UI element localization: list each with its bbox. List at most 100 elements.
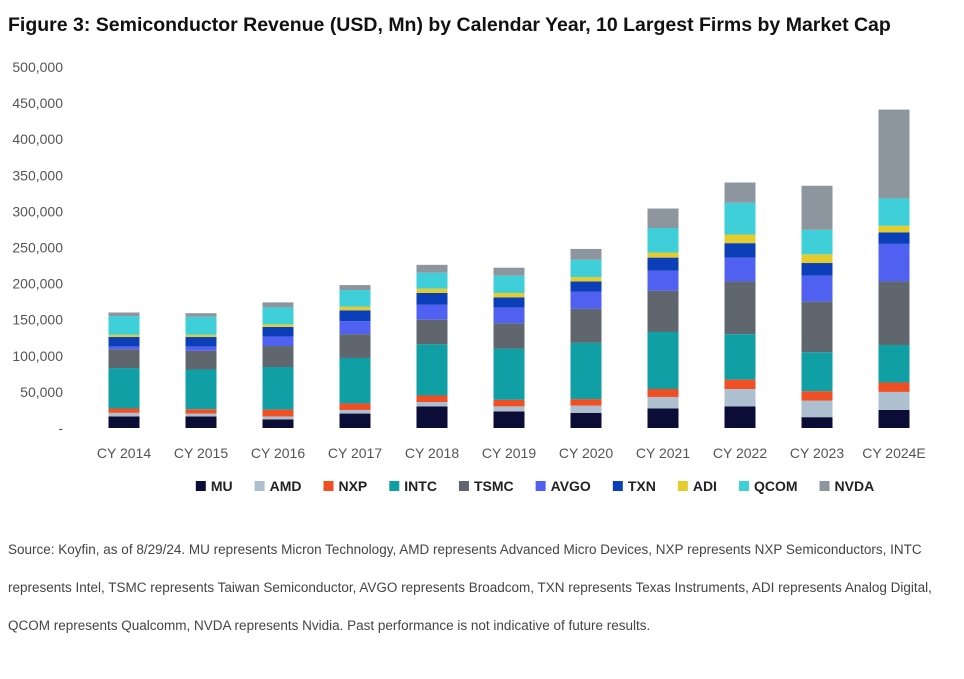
bar-segment-intc [570, 342, 602, 400]
bar-segment-mu [647, 408, 679, 428]
bar-segment-intc [493, 348, 525, 400]
bar-segment-tsmc [801, 301, 833, 353]
bar-segment-nxp [878, 382, 910, 392]
bar-segment-avgo [647, 270, 679, 291]
bar-segment-nvda [724, 182, 756, 203]
bar-segment-intc [416, 344, 448, 396]
x-tick-label: CY 2021 [636, 445, 690, 461]
x-tick-label: CY 2014 [97, 445, 151, 461]
bar-segment-nvda [493, 267, 525, 276]
legend-item-mu: MU [195, 478, 233, 494]
bar-segment-nvda [108, 312, 140, 317]
legend-item-amd: AMD [254, 478, 301, 494]
legend-label: TXN [628, 478, 656, 494]
bar-segment-amd [262, 416, 294, 420]
bar-segment-mu [878, 409, 910, 428]
legend-label: NVDA [835, 478, 875, 494]
bar-segment-txn [185, 337, 217, 347]
bar-segment-adi [185, 334, 217, 338]
y-tick-label: 400,000 [12, 131, 63, 147]
y-tick-label: 50,000 [20, 384, 63, 400]
bar-segment-intc [339, 357, 371, 404]
bar-segment-avgo [493, 307, 525, 324]
bar-segment-nvda [416, 264, 448, 273]
bar-segment-mu [724, 406, 756, 428]
bar-segment-adi [801, 254, 833, 264]
bar-segment-nvda [878, 109, 910, 199]
bar-segment-adi [339, 306, 371, 311]
legend-item-tsmc: TSMC [458, 478, 514, 494]
y-tick-label: 150,000 [12, 312, 63, 328]
bar-segment-nvda [262, 302, 294, 308]
y-tick-label: 250,000 [12, 240, 63, 256]
bar-segment-intc [801, 352, 833, 392]
source-note: Source: Koyfin, as of 8/29/24. MU repres… [8, 542, 932, 633]
legend-swatch [195, 481, 206, 491]
bar-segment-avgo [724, 257, 756, 282]
bar-segment-mu [416, 406, 448, 428]
legend-item-avgo: AVGO [535, 478, 591, 494]
bar-segment-adi [262, 324, 294, 327]
bar-segment-txn [108, 337, 140, 347]
x-tick-label: CY 2022 [713, 445, 767, 461]
x-tick-label: CY 2019 [482, 445, 536, 461]
x-tick-label: CY 2020 [559, 445, 613, 461]
bar-segment-qcom [878, 198, 910, 226]
y-tick-label: 450,000 [12, 95, 63, 111]
legend-label: NXP [338, 478, 367, 494]
bar-segment-nxp [262, 409, 294, 417]
bar-segment-amd [416, 402, 448, 407]
bar-segment-tsmc [185, 350, 217, 370]
legend-label: MU [211, 478, 233, 494]
bar-segment-txn [416, 292, 448, 305]
x-tick-label: CY 2016 [251, 445, 305, 461]
bar-segment-intc [185, 369, 217, 410]
bar-segment-qcom [339, 290, 371, 307]
bar-segment-txn [493, 297, 525, 308]
legend-item-intc: INTC [389, 478, 437, 494]
bar-segment-qcom [570, 259, 602, 278]
legend-label: TSMC [474, 478, 514, 494]
bar-segment-intc [724, 334, 756, 380]
bar-segment-intc [878, 344, 910, 383]
bar-segment-nxp [185, 409, 217, 414]
bar-segment-avgo [262, 336, 294, 347]
bar-segment-amd [570, 405, 602, 413]
legend-swatch [458, 481, 469, 491]
bar-segment-adi [416, 288, 448, 293]
y-tick-label: 350,000 [12, 167, 63, 183]
bar-segment-avgo [185, 346, 217, 351]
bar-segment-mu [185, 416, 217, 428]
y-tick-label: 200,000 [12, 276, 63, 292]
bar-segment-qcom [724, 202, 756, 235]
bar-segment-avgo [570, 291, 602, 309]
bar-segment-adi [878, 225, 910, 233]
bar-segment-adi [570, 277, 602, 282]
bar-segment-tsmc [724, 281, 756, 335]
bar-segment-nxp [108, 408, 140, 413]
x-axis: CY 2014 CY 2015 CY 2016 CY 2017 CY 2018 CY 20… [97, 445, 926, 461]
bar-segment-tsmc [493, 323, 525, 349]
bar-segment-nxp [647, 389, 679, 397]
bar-segment-mu [570, 412, 602, 428]
x-tick-label: CY 2024E [862, 445, 926, 461]
bar-segment-intc [647, 331, 679, 390]
legend-swatch [819, 481, 830, 491]
bar-segment-amd [493, 406, 525, 412]
bar-segment-qcom [493, 275, 525, 293]
legend-swatch [254, 481, 265, 491]
y-tick-label: - [58, 420, 63, 436]
bar-segment-qcom [416, 272, 448, 289]
bar-segment-tsmc [416, 319, 448, 345]
bar-segment-qcom [801, 229, 833, 255]
bar-segment-avgo [801, 275, 833, 302]
bar-segment-tsmc [647, 290, 679, 332]
legend-swatch [535, 481, 546, 491]
bar-segment-amd [801, 400, 833, 418]
x-tick-label: CY 2023 [790, 445, 844, 461]
bar-segment-nxp [339, 403, 371, 410]
legend-item-qcom: QCOM [738, 478, 798, 494]
bar-segment-txn [262, 326, 294, 337]
bar-segment-tsmc [570, 308, 602, 343]
chart-title: Figure 3: Semiconductor Revenue (USD, Mn… [8, 14, 891, 36]
